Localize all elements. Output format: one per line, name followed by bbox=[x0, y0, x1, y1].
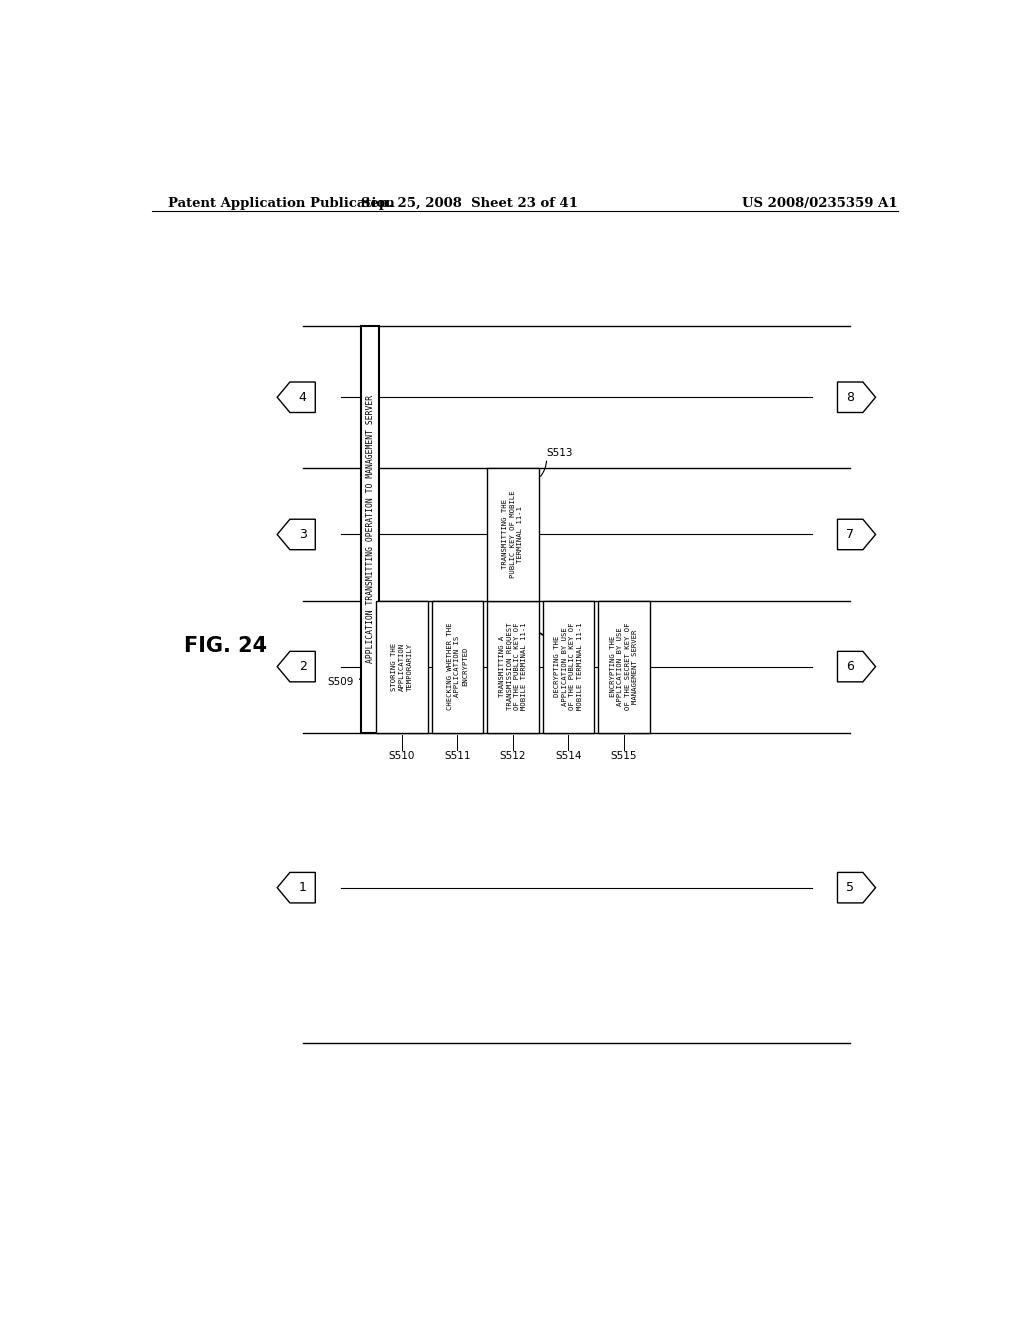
Text: S510: S510 bbox=[388, 751, 415, 760]
Text: S513: S513 bbox=[547, 449, 573, 458]
Text: APPLICATION TRANSMITTING OPERATION TO MANAGEMENT SERVER: APPLICATION TRANSMITTING OPERATION TO MA… bbox=[366, 395, 375, 664]
Text: S514: S514 bbox=[555, 751, 582, 760]
Text: S512: S512 bbox=[500, 751, 526, 760]
Text: 5: 5 bbox=[846, 882, 854, 894]
Text: ENCRYPTING THE
APPLICATION BY USE
OF THE SECRET KEY OF
MANAGEMENT SERVER: ENCRYPTING THE APPLICATION BY USE OF THE… bbox=[609, 623, 638, 710]
Text: S509: S509 bbox=[328, 677, 354, 686]
Bar bbox=[543, 601, 594, 733]
Text: 2: 2 bbox=[299, 660, 306, 673]
Text: US 2008/0235359 A1: US 2008/0235359 A1 bbox=[742, 197, 898, 210]
Text: 7: 7 bbox=[846, 528, 854, 541]
Bar bbox=[361, 326, 379, 733]
Text: Sep. 25, 2008  Sheet 23 of 41: Sep. 25, 2008 Sheet 23 of 41 bbox=[360, 197, 578, 210]
Bar bbox=[431, 601, 483, 733]
Text: TRANSMITTING A
TRANSMISSION REQUEST
OF THE PUBLIC KEY OF
MOBILE TERMINAL 11-1: TRANSMITTING A TRANSMISSION REQUEST OF T… bbox=[499, 623, 527, 710]
Text: S515: S515 bbox=[610, 751, 637, 760]
Bar bbox=[487, 601, 539, 733]
Text: FIG. 24: FIG. 24 bbox=[183, 636, 266, 656]
Text: 1: 1 bbox=[299, 882, 306, 894]
Text: 3: 3 bbox=[299, 528, 306, 541]
Text: 8: 8 bbox=[846, 391, 854, 404]
Text: Patent Application Publication: Patent Application Publication bbox=[168, 197, 394, 210]
Text: 6: 6 bbox=[846, 660, 854, 673]
Text: 4: 4 bbox=[299, 391, 306, 404]
Text: STORING THE
APPLICATION
TEMPORARILY: STORING THE APPLICATION TEMPORARILY bbox=[391, 643, 413, 690]
Bar bbox=[487, 469, 539, 601]
Text: CHECKING WHETHER THE
APPLICATION IS
ENCRYPTED: CHECKING WHETHER THE APPLICATION IS ENCR… bbox=[446, 623, 468, 710]
Text: DECRYPTING THE
APPLICATION BY USE
OF THE PUBLIC KEY OF
MOBILE TERMINAL 11-1: DECRYPTING THE APPLICATION BY USE OF THE… bbox=[554, 623, 583, 710]
Bar bbox=[361, 326, 379, 733]
Bar bbox=[376, 601, 428, 733]
Text: S511: S511 bbox=[444, 751, 471, 760]
Bar bbox=[598, 601, 650, 733]
Text: TRANSMITTING THE
PUBLIC KEY OF MOBILE
TERMINAL 11-1: TRANSMITTING THE PUBLIC KEY OF MOBILE TE… bbox=[503, 491, 523, 578]
